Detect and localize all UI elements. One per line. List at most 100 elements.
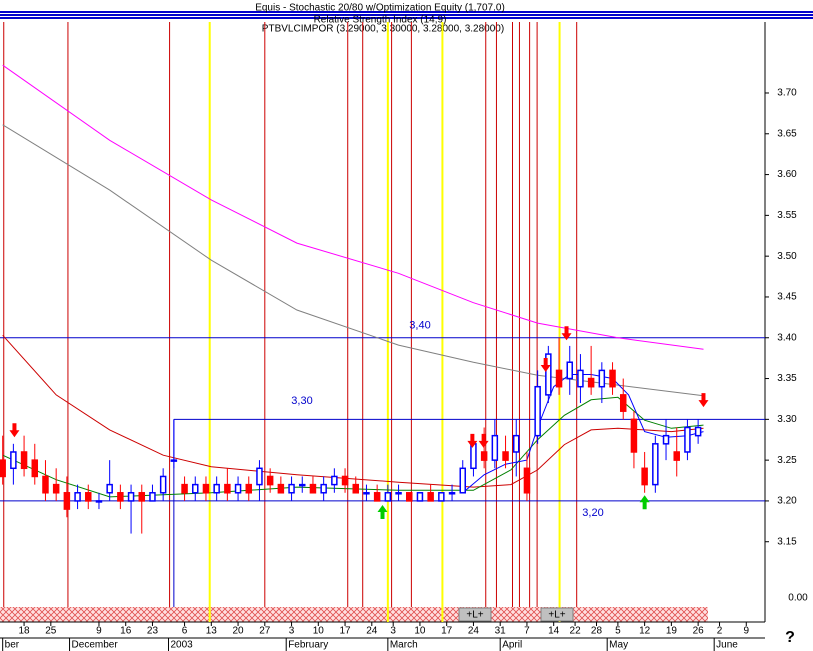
y-tick-label: 3.50 [777, 251, 797, 262]
candle-body [277, 483, 285, 494]
candle-body [288, 483, 295, 494]
candle-body [138, 492, 146, 502]
candle-body [587, 377, 595, 388]
candle-body [309, 483, 317, 494]
y-tick-label: 3.40 [777, 332, 797, 343]
strip-box [540, 607, 574, 622]
candle-body [523, 467, 531, 494]
x-tick-label: 10 [414, 626, 426, 637]
candle-body [555, 369, 563, 388]
x-tick-label: 9 [96, 626, 102, 637]
x-tick-label: 27 [259, 626, 271, 637]
candle-body [10, 451, 17, 470]
y-tick-label: 3.30 [777, 414, 797, 425]
x-tick-label: 10 [313, 626, 325, 637]
candle-body [459, 467, 466, 494]
candle-body [234, 483, 242, 494]
candle-body [202, 483, 210, 494]
candle-body [673, 451, 680, 461]
x-tick-label: 13 [206, 626, 218, 637]
candle-body [20, 451, 28, 470]
month-label: 2003 [171, 640, 194, 651]
month-label: March [390, 640, 418, 651]
x-tick-label: 6 [182, 626, 188, 637]
candle-body [416, 492, 424, 502]
candle-body [0, 459, 6, 478]
candle-body [224, 483, 231, 494]
y-tick-label: 3.15 [777, 536, 797, 547]
strip-box [458, 607, 492, 622]
x-tick-label: 5 [615, 626, 621, 637]
candle-body [609, 369, 616, 388]
help-icon[interactable]: ? [785, 629, 795, 646]
candle-body [662, 434, 670, 445]
x-tick-label: 17 [339, 626, 351, 637]
x-tick-label: 24 [366, 626, 378, 637]
sell-arrow [698, 393, 709, 408]
candle-body [448, 492, 456, 495]
header-title: PTBVLCIMPOR (3.29000, 3.30000, 3.28000, … [262, 24, 504, 35]
candle-body [170, 459, 178, 462]
x-tick-label: 12 [639, 626, 651, 637]
x-tick-label: 14 [548, 626, 560, 637]
candle-body [299, 483, 306, 487]
header: Equis - Stochastic 20/80 w/Optimization … [0, 3, 813, 35]
month-label: ber [5, 640, 20, 651]
month-label: December [72, 640, 119, 651]
candle-body [470, 443, 477, 470]
y-tick-label: 3.55 [777, 210, 797, 221]
candle-body [213, 483, 220, 494]
y-tick-label: 3.35 [777, 373, 797, 384]
volume-axis-label: 0.00 [788, 593, 808, 604]
y-tick-label: 3.20 [777, 496, 797, 507]
sell-arrow [478, 433, 489, 448]
x-tick-label: 16 [120, 626, 132, 637]
candle-body [577, 369, 584, 388]
candle-body [694, 426, 702, 437]
candle-body [619, 394, 627, 412]
month-label: June [716, 640, 738, 651]
x-tick-label: 25 [45, 626, 57, 637]
strip-label: +L+ [466, 610, 483, 621]
header-title: Equis - Stochastic 20/80 w/Optimization … [255, 3, 505, 14]
x-tick-label: 7 [524, 626, 530, 637]
candle-body [256, 467, 263, 486]
y-tick-label: 3.60 [777, 169, 797, 180]
candle-body [181, 483, 188, 494]
y-tick-label: 3.45 [777, 292, 797, 303]
candle-body [491, 434, 499, 461]
buy-arrow [377, 505, 388, 520]
x-tick-label: 26 [693, 626, 705, 637]
x-tick-label: 23 [147, 626, 159, 637]
buy-arrow [639, 495, 650, 510]
candle-body [566, 361, 573, 380]
candle-body [85, 492, 92, 502]
candle-body [63, 492, 71, 510]
sell-arrow [467, 433, 478, 448]
candle-body [106, 483, 113, 494]
level-label: 3,20 [582, 507, 603, 519]
signal-strip [0, 607, 708, 622]
candle-body [245, 483, 253, 494]
level-label: 3,40 [409, 320, 430, 332]
level-label: 3,30 [291, 395, 312, 407]
candle-body [52, 483, 60, 494]
candle-body [320, 483, 327, 494]
x-tick-label: 31 [495, 626, 507, 637]
header-title: Relative Strength Index (14,9) [314, 15, 447, 26]
candle-body [352, 483, 360, 494]
x-tick-label: 3 [289, 626, 295, 637]
candle-body [127, 492, 135, 502]
x-tick-label: 28 [591, 626, 603, 637]
x-tick-label: 20 [232, 626, 244, 637]
candle-body [331, 475, 338, 486]
x-tick-label: 2 [717, 626, 723, 637]
candle-body [95, 500, 103, 503]
month-label: February [288, 640, 328, 651]
candle-body [74, 492, 81, 502]
candle-body [684, 426, 691, 453]
candle-body [363, 492, 370, 495]
candle-body [149, 492, 156, 502]
candle-body [630, 418, 638, 453]
